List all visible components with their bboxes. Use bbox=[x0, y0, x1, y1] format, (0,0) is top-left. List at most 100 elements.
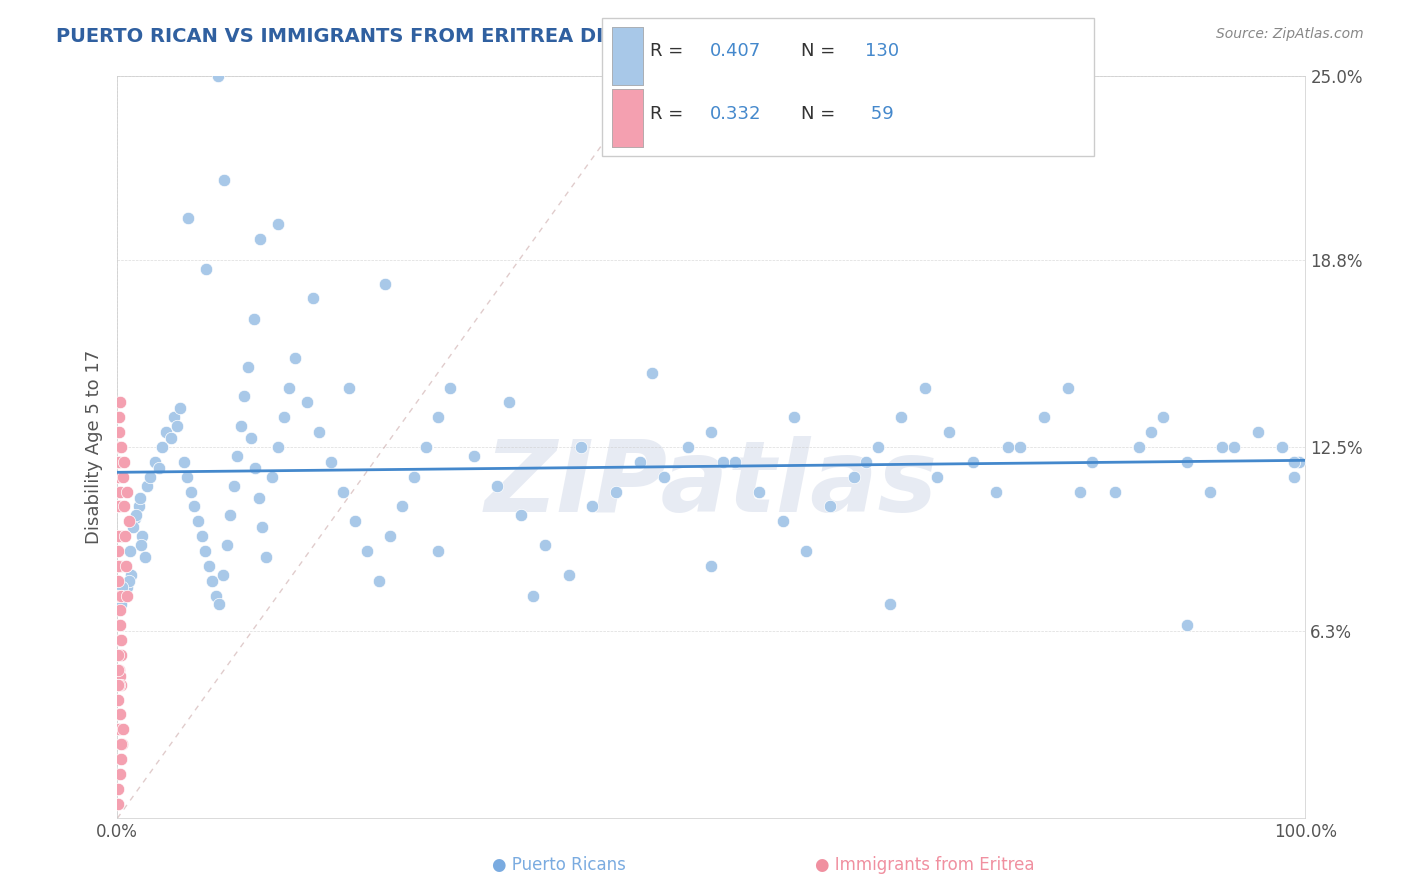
Point bbox=[240, 431, 263, 445]
Point bbox=[112, 589, 135, 603]
Point bbox=[1271, 440, 1294, 454]
Point bbox=[115, 558, 138, 573]
Point bbox=[273, 410, 295, 425]
Point bbox=[243, 460, 266, 475]
Point bbox=[110, 589, 132, 603]
Point bbox=[134, 549, 156, 564]
Point bbox=[107, 500, 129, 514]
Point bbox=[1223, 440, 1246, 454]
Point bbox=[1199, 484, 1222, 499]
Point bbox=[772, 514, 794, 528]
Point bbox=[1010, 440, 1032, 454]
Point bbox=[266, 440, 288, 454]
Point bbox=[120, 567, 142, 582]
Point bbox=[233, 389, 256, 403]
Point bbox=[108, 558, 131, 573]
Point bbox=[1282, 469, 1305, 483]
Point bbox=[1104, 484, 1126, 499]
Point bbox=[510, 508, 533, 523]
Point bbox=[108, 558, 131, 573]
Point bbox=[107, 574, 129, 588]
Point bbox=[724, 455, 747, 469]
Point bbox=[114, 558, 136, 573]
Point bbox=[201, 574, 224, 588]
Point bbox=[121, 520, 143, 534]
Point bbox=[108, 707, 131, 722]
Text: ● Immigrants from Eritrea: ● Immigrants from Eritrea bbox=[815, 856, 1035, 874]
Point bbox=[143, 455, 166, 469]
Point bbox=[107, 678, 129, 692]
Point bbox=[226, 449, 249, 463]
Point bbox=[700, 425, 723, 439]
Point bbox=[1152, 410, 1174, 425]
Point bbox=[108, 425, 131, 439]
Point bbox=[108, 603, 131, 617]
Point bbox=[367, 574, 389, 588]
Point bbox=[115, 484, 138, 499]
Point bbox=[997, 440, 1019, 454]
Point bbox=[108, 723, 131, 737]
Point bbox=[641, 366, 664, 380]
Point bbox=[212, 172, 235, 186]
Point bbox=[215, 538, 238, 552]
Text: 130: 130 bbox=[865, 42, 898, 60]
Point bbox=[125, 508, 148, 523]
Point bbox=[652, 469, 675, 483]
Point bbox=[1247, 425, 1270, 439]
Point bbox=[373, 277, 395, 291]
Point bbox=[114, 529, 136, 543]
Point bbox=[139, 469, 162, 483]
Text: N =: N = bbox=[801, 42, 841, 60]
Point bbox=[391, 500, 413, 514]
Point bbox=[135, 478, 157, 492]
Point bbox=[783, 410, 806, 425]
Point bbox=[557, 567, 579, 582]
Point bbox=[110, 500, 132, 514]
Point bbox=[498, 395, 520, 409]
Point bbox=[110, 737, 132, 751]
Point bbox=[110, 752, 132, 766]
Point bbox=[187, 514, 209, 528]
Point bbox=[107, 529, 129, 543]
Point bbox=[229, 419, 252, 434]
Point bbox=[938, 425, 960, 439]
Point bbox=[107, 455, 129, 469]
Point bbox=[108, 618, 131, 632]
Point bbox=[107, 544, 129, 558]
Point bbox=[180, 484, 202, 499]
Point bbox=[439, 380, 461, 394]
Point bbox=[177, 211, 200, 226]
Point bbox=[108, 633, 131, 648]
Point bbox=[107, 589, 129, 603]
Point bbox=[107, 648, 129, 662]
Text: ZIPatlas: ZIPatlas bbox=[485, 435, 938, 533]
Point bbox=[124, 511, 146, 525]
Point bbox=[108, 558, 131, 573]
Text: PUERTO RICAN VS IMMIGRANTS FROM ERITREA DISABILITY AGE 5 TO 17 CORRELATION CHART: PUERTO RICAN VS IMMIGRANTS FROM ERITREA … bbox=[56, 27, 1084, 45]
Point bbox=[962, 455, 984, 469]
Point bbox=[925, 469, 948, 483]
Point bbox=[1175, 618, 1198, 632]
Point bbox=[107, 469, 129, 483]
Point bbox=[247, 491, 270, 505]
Point bbox=[534, 538, 557, 552]
Point bbox=[194, 544, 217, 558]
Point bbox=[112, 500, 135, 514]
Point bbox=[1056, 380, 1078, 394]
Point bbox=[427, 410, 450, 425]
Point bbox=[380, 529, 402, 543]
Point bbox=[195, 261, 218, 276]
Point bbox=[118, 574, 141, 588]
Point bbox=[197, 558, 219, 573]
Point bbox=[236, 359, 259, 374]
Point bbox=[700, 558, 723, 573]
Point bbox=[118, 514, 141, 528]
Point bbox=[110, 598, 132, 612]
Point bbox=[183, 500, 205, 514]
Point bbox=[748, 484, 770, 499]
Point bbox=[176, 469, 198, 483]
Point bbox=[404, 469, 426, 483]
Point bbox=[108, 440, 131, 454]
Point bbox=[107, 500, 129, 514]
Point bbox=[107, 529, 129, 543]
